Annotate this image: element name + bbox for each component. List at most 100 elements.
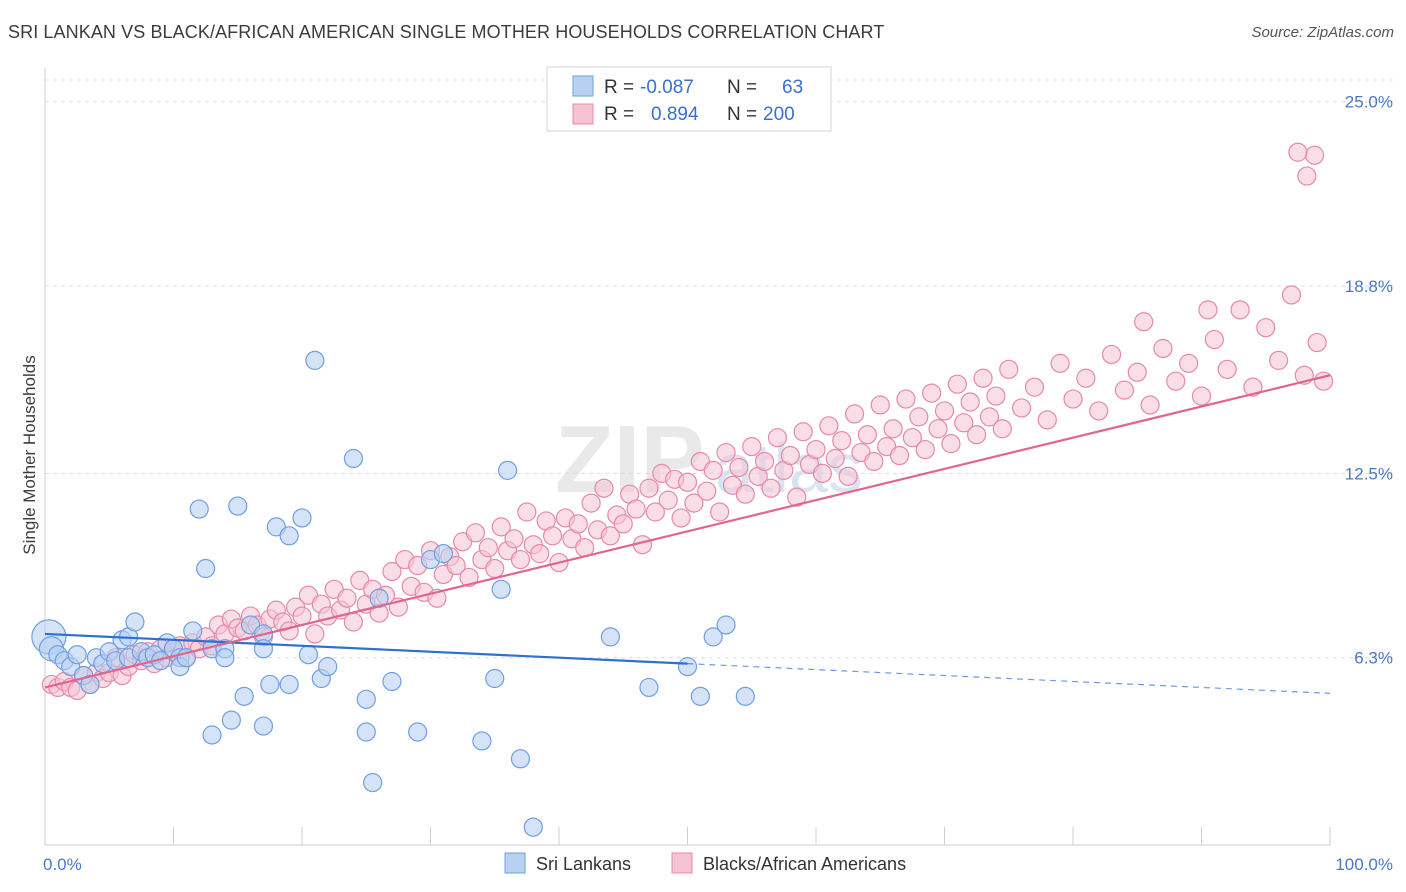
point-blacks [1256, 318, 1276, 338]
point-blacks [999, 359, 1019, 379]
bottom-legend-blacks: Blacks/African Americans [703, 854, 906, 874]
point-blacks [703, 460, 723, 480]
point-blacks [504, 529, 524, 549]
point-srilankans [716, 615, 736, 635]
point-blacks [1037, 410, 1057, 430]
point-srilankans [433, 544, 453, 564]
point-blacks [909, 407, 929, 427]
point-blacks [864, 451, 884, 472]
point-blacks [883, 419, 903, 439]
point-blacks [857, 425, 878, 445]
point-blacks [671, 508, 691, 528]
point-blacks [581, 493, 601, 513]
point-srilankans [234, 686, 254, 706]
series-blacks-points [41, 142, 1334, 701]
axes [44, 68, 1331, 846]
point-blacks [1243, 377, 1263, 397]
series-srilankans-points [31, 350, 755, 837]
point-blacks [710, 502, 730, 522]
x-tick-labels: 0.0% 100.0% [43, 855, 1393, 874]
point-blacks [1198, 300, 1218, 320]
point-srilankans [318, 657, 338, 677]
point-blacks [639, 478, 659, 498]
point-srilankans [292, 508, 312, 528]
trend-lines [44, 374, 1331, 694]
point-blacks [1230, 300, 1250, 320]
point-srilankans [343, 448, 363, 469]
legend-swatch-pink [572, 103, 594, 125]
point-blacks [742, 437, 762, 457]
point-blacks [465, 523, 486, 543]
point-blacks [382, 561, 402, 582]
point-srilankans [523, 817, 543, 837]
point-srilankans [305, 350, 325, 370]
point-blacks [337, 588, 357, 608]
point-blacks [1050, 353, 1070, 373]
point-blacks [979, 407, 1000, 427]
point-blacks [889, 445, 910, 466]
point-blacks [1304, 145, 1325, 165]
point-blacks [658, 490, 678, 510]
x-tick-label: 100.0% [1335, 855, 1393, 874]
point-srilankans [498, 460, 518, 480]
legend-n-label-1: N = [727, 77, 757, 98]
y-tick-label: 18.8% [1345, 277, 1393, 296]
point-blacks [1011, 398, 1032, 418]
point-blacks [1166, 371, 1186, 391]
point-blacks [1179, 353, 1199, 373]
point-blacks [279, 621, 299, 641]
point-srilankans [215, 648, 235, 668]
chart-title: SRI LANKAN VS BLACK/AFRICAN AMERICAN SIN… [8, 22, 885, 42]
source-label: Source: ZipAtlas.com [1251, 24, 1394, 41]
point-blacks [1297, 166, 1317, 186]
point-blacks [1204, 329, 1224, 350]
point-srilankans [510, 749, 531, 769]
trend-line-srilankans-extension [687, 663, 1331, 694]
x-tick-label: 0.0% [43, 855, 82, 874]
point-blacks [530, 544, 550, 564]
point-blacks [1191, 386, 1212, 406]
point-blacks [343, 612, 363, 632]
bottom-legend-srilankans: Sri Lankans [536, 854, 631, 874]
point-blacks [568, 514, 588, 534]
point-blacks [677, 472, 698, 492]
point-blacks [819, 416, 839, 436]
point-blacks [915, 439, 935, 460]
point-blacks [1076, 368, 1096, 388]
point-srilankans [279, 526, 299, 546]
point-srilankans [279, 674, 299, 695]
point-blacks [600, 526, 621, 546]
point-blacks [517, 502, 537, 522]
point-srilankans [690, 686, 710, 706]
bottom-legend-swatch-pink [671, 852, 693, 874]
point-blacks [1268, 350, 1289, 370]
point-blacks [954, 413, 974, 433]
point-srilankans [735, 686, 755, 706]
point-blacks [967, 425, 987, 445]
point-blacks [780, 445, 800, 466]
y-tick-label: 12.5% [1345, 464, 1393, 483]
point-blacks [973, 368, 993, 388]
point-blacks [767, 428, 788, 448]
point-blacks [787, 487, 807, 507]
point-blacks [825, 448, 845, 469]
point-blacks [1281, 285, 1302, 305]
point-blacks [902, 428, 922, 448]
point-blacks [446, 555, 466, 576]
point-blacks [1024, 377, 1045, 397]
point-srilankans [183, 621, 203, 641]
point-blacks [645, 502, 665, 522]
point-srilankans [221, 710, 241, 730]
point-blacks [754, 451, 775, 472]
point-blacks [491, 517, 511, 537]
point-blacks [928, 419, 948, 439]
point-srilankans [472, 731, 492, 751]
point-blacks [478, 538, 498, 558]
point-blacks [1288, 142, 1308, 162]
point-blacks [1307, 332, 1327, 353]
point-srilankans [253, 716, 274, 736]
legend-r-label-1: R = [604, 77, 634, 98]
y-tick-label: 25.0% [1345, 93, 1393, 112]
point-blacks [761, 478, 781, 498]
